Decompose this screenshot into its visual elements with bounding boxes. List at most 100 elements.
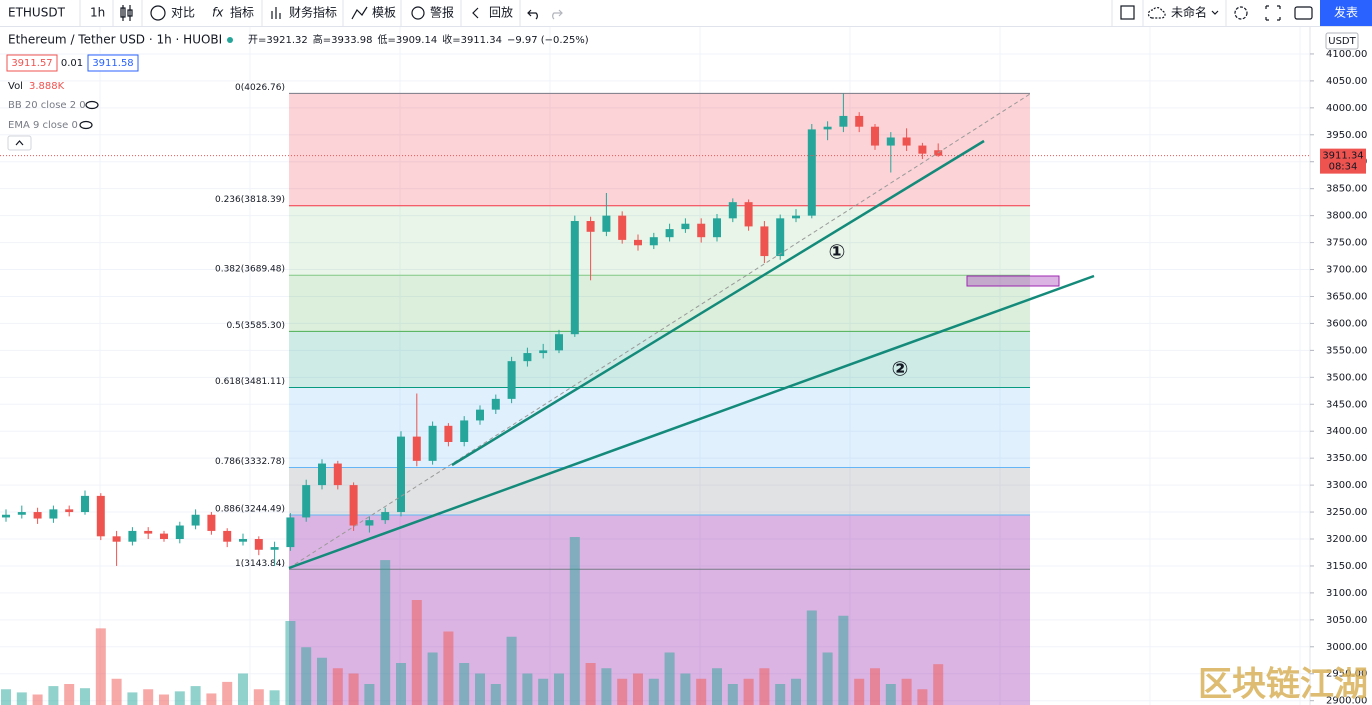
candle-body <box>223 530 232 542</box>
volume-bar <box>159 694 169 705</box>
publish[interactable]: 发表 <box>1334 5 1358 20</box>
volume-bar <box>538 678 549 705</box>
vol-label: Vol <box>8 81 23 92</box>
alert-icon[interactable] <box>411 6 425 20</box>
cloud-icon[interactable] <box>1147 7 1166 19</box>
candle-body <box>697 223 706 238</box>
y-tick-label: 3600.00 <box>1326 318 1367 329</box>
volume-bar <box>585 663 596 705</box>
candle-body <box>333 463 342 486</box>
volume-bar <box>64 684 75 705</box>
financials[interactable]: 财务指标 <box>289 5 337 20</box>
candle-body <box>618 215 627 240</box>
collapse-button[interactable] <box>7 135 32 151</box>
y-tick-label: 3550.00 <box>1326 345 1367 356</box>
volume-bar <box>680 673 691 705</box>
candle-body <box>744 202 753 227</box>
y-tick-label: 3650.00 <box>1326 291 1367 302</box>
fib-label: 0(4026.76) <box>235 83 285 93</box>
replay[interactable]: 回放 <box>489 5 513 20</box>
countdown: 08:34 <box>1329 162 1358 173</box>
fib-zone <box>289 387 1030 468</box>
fib-zone <box>289 331 1030 388</box>
compare-icon[interactable] <box>150 5 166 21</box>
volume-bar <box>411 600 422 705</box>
candle-body <box>270 547 279 550</box>
layout-icon[interactable] <box>1120 5 1135 20</box>
y-tick-label: 3400.00 <box>1326 426 1367 437</box>
hidden-icon[interactable] <box>79 120 93 130</box>
y-tick-label: 3850.00 <box>1326 184 1367 195</box>
volume-bar <box>554 673 564 705</box>
candle-body <box>144 530 153 534</box>
volume-bar <box>617 678 628 705</box>
trend-line-2 <box>288 274 1095 570</box>
candle-body <box>286 517 295 548</box>
layout-name[interactable]: 未命名 <box>1171 5 1207 20</box>
candle-body <box>807 129 816 216</box>
fib-label: 0.618(3481.11) <box>215 377 285 387</box>
candle-body <box>602 215 611 232</box>
volume-bar <box>601 668 612 705</box>
fib-label: 0.5(3585.30) <box>226 321 285 331</box>
fib-label: 1(3143.84) <box>235 559 285 569</box>
candle-body <box>412 436 421 461</box>
candle-body <box>33 512 42 519</box>
y-tick-label: 3500.00 <box>1326 372 1367 383</box>
symbol[interactable]: ETHUSDT <box>8 6 66 20</box>
vol-value: 3.888K <box>29 81 65 92</box>
y-tick-label: 3300.00 <box>1326 480 1367 491</box>
y-tick-label: 3050.00 <box>1326 615 1367 626</box>
candle-body <box>776 218 785 257</box>
snapshot-icon[interactable] <box>1294 6 1313 20</box>
ask-box[interactable] <box>87 54 139 72</box>
volume-bar <box>348 673 359 705</box>
volume-bar <box>269 690 280 705</box>
y-tick-label: 3000.00 <box>1326 642 1367 653</box>
bid: 3911.57 <box>11 58 52 69</box>
toolbar <box>0 0 1372 26</box>
candle-body <box>460 420 469 442</box>
volume-bar <box>791 678 801 705</box>
candle-body <box>823 126 832 130</box>
undo[interactable] <box>527 9 538 20</box>
fib-zone <box>289 275 1030 332</box>
volume-bar <box>506 636 517 705</box>
volume-bar <box>933 664 944 705</box>
dropdown[interactable] <box>1211 10 1219 15</box>
replay-icon[interactable] <box>472 7 479 19</box>
bid-box[interactable] <box>6 54 58 72</box>
volume-bar <box>143 689 154 705</box>
y-tick-label: 3700.00 <box>1326 265 1367 276</box>
fullscreen-icon[interactable] <box>1265 5 1281 21</box>
interval[interactable]: 1h <box>90 6 105 20</box>
candle-body <box>855 115 864 127</box>
indicators-icon[interactable]: fx <box>212 6 224 20</box>
y-tick-label: 3950.00 <box>1326 130 1367 141</box>
y-tick-label: 2900.00 <box>1326 696 1367 705</box>
templates[interactable]: 模板 <box>372 6 396 20</box>
y-tick-label: 3750.00 <box>1326 238 1367 249</box>
axis-bg <box>1310 27 1372 705</box>
redo[interactable] <box>552 9 563 20</box>
volume-bar <box>522 673 533 705</box>
volume-bar <box>364 684 375 705</box>
volume-bar <box>238 673 248 705</box>
templates-icon[interactable] <box>351 6 368 20</box>
indicators[interactable]: 指标 <box>230 5 254 20</box>
candle-body <box>586 221 595 232</box>
alert[interactable]: 警报 <box>430 5 454 20</box>
currency-box[interactable] <box>1325 32 1359 50</box>
chart-type-icon[interactable] <box>120 5 133 21</box>
volume-bar <box>775 684 786 705</box>
hidden-icon[interactable] <box>85 100 99 110</box>
compare[interactable]: 对比 <box>171 6 195 20</box>
publish-button[interactable] <box>1320 0 1372 26</box>
y-tick-label: 4100.00 <box>1326 49 1367 60</box>
fib-label: 0.382(3689.48) <box>215 265 285 275</box>
settings-icon[interactable] <box>1234 6 1248 20</box>
financials-icon[interactable] <box>271 7 281 19</box>
y-tick-label: 3150.00 <box>1326 561 1367 572</box>
candle-body <box>160 533 168 540</box>
